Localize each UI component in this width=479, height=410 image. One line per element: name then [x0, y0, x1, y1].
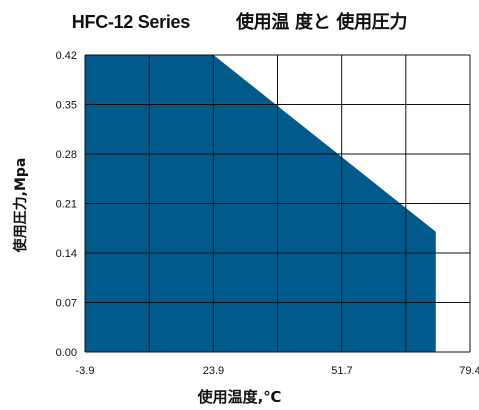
- y-tick-label: 0.00: [56, 347, 77, 359]
- chart-title-description: 使用温 度と 使用圧力: [235, 12, 408, 33]
- y-tick-label: 0.07: [56, 298, 77, 310]
- chart-title-series: HFC-12 Series: [71, 12, 190, 32]
- x-tick-label: 23.9: [203, 365, 224, 377]
- y-tick-label: 0.28: [56, 149, 77, 161]
- x-axis-label: 使用温度,℃: [197, 388, 282, 406]
- x-tick-label: -3.9: [76, 365, 95, 377]
- x-tick-label: 51.7: [331, 365, 352, 377]
- y-tick-label: 0.21: [56, 199, 77, 211]
- y-tick-label: 0.42: [56, 50, 77, 62]
- y-tick-label: 0.35: [56, 100, 77, 112]
- y-tick-label: 0.14: [56, 248, 77, 260]
- x-tick-label: 79.4: [459, 365, 479, 377]
- chart-title: HFC-12 Series 使用温 度と 使用圧力: [0, 8, 479, 34]
